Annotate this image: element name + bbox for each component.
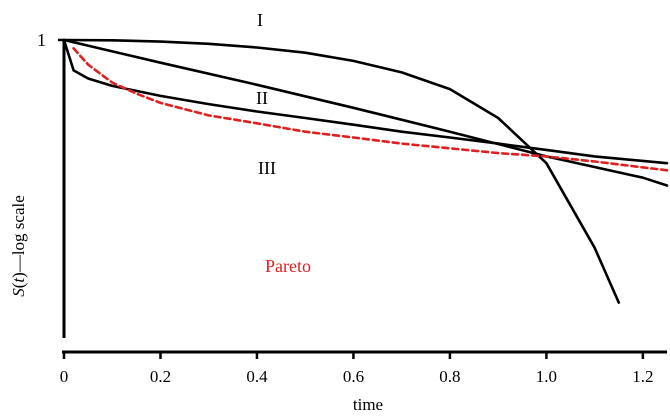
x-tick-label: 0.2	[150, 367, 171, 386]
x-ticks: 0 0.2 0.4 0.6 0.8 1.0 1.2	[60, 352, 654, 386]
curve-pareto	[72, 47, 669, 172]
x-tick-label: 0	[60, 367, 69, 386]
x-tick-label: 1.0	[536, 367, 557, 386]
curve-label-ii: II	[256, 88, 268, 108]
x-tick-label: 1.2	[632, 367, 653, 386]
y-ticks: 1	[37, 30, 64, 50]
y-tick-label: 1	[37, 30, 46, 50]
curve-label-iii: III	[258, 158, 276, 178]
y-axis-title: S(t)—log scale	[9, 195, 28, 297]
x-tick-label: 0.4	[246, 367, 268, 386]
curve-ii	[62, 38, 669, 187]
x-axis-title: time	[353, 395, 383, 414]
x-tick-label: 0.6	[343, 367, 364, 386]
curve-label-i: I	[257, 10, 263, 30]
x-tick-label: 0.8	[439, 367, 460, 386]
curve-iii	[62, 38, 669, 165]
curves	[62, 38, 669, 304]
axes	[62, 40, 667, 354]
curve-i	[62, 38, 621, 304]
curve-label-pareto: Pareto	[265, 256, 311, 276]
